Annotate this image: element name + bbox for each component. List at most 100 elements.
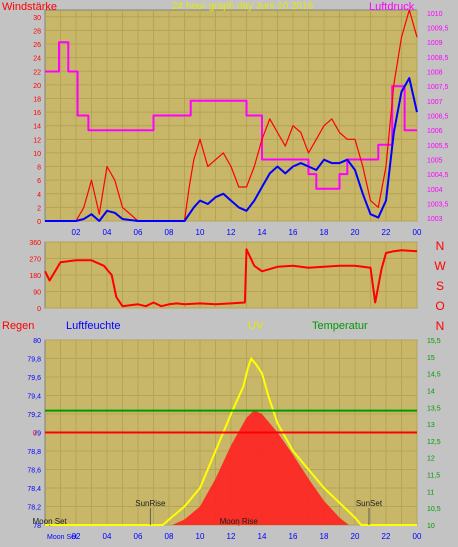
- radiation-area: [45, 410, 417, 525]
- sunrise-label: SunRise: [135, 499, 166, 508]
- temperature-tick-label: 14,5: [427, 372, 441, 379]
- compass-letter-label: N: [436, 319, 445, 333]
- humidity-tick-label: 78,2: [27, 505, 41, 512]
- direction-tick-label: 90: [33, 290, 41, 297]
- wind-tick-label: 20: [33, 83, 41, 90]
- pressure-tick-label: 1005: [427, 157, 443, 164]
- pressure-tick-label: 1008: [427, 70, 443, 77]
- moonrise-label: Moon Rise: [220, 517, 259, 526]
- wind-x-tick-label: 00: [413, 228, 422, 237]
- wind-x-tick-label: 02: [72, 228, 81, 237]
- direction-tick-label: 270: [29, 257, 41, 264]
- rain-tick-label: 0: [33, 431, 37, 438]
- humidity-tick-label: 79: [33, 431, 41, 438]
- weather-x-tick-label: 00: [413, 532, 422, 541]
- pressure-tick-label: 1006,5: [427, 114, 449, 121]
- temperature-tick-label: 10,5: [427, 506, 441, 513]
- humidity-tick-label: 79,6: [27, 375, 41, 382]
- humidity-label: Luftfeuchte: [66, 320, 121, 332]
- humidity-tick-label: 78: [33, 523, 41, 530]
- wind-x-tick-label: 22: [382, 228, 391, 237]
- wind-x-tick-label: 18: [320, 228, 329, 237]
- direction-tick-label: 180: [29, 273, 41, 280]
- pressure-tick-label: 1007: [427, 99, 443, 106]
- wind-x-tick-label: 06: [134, 228, 143, 237]
- pressure-tick-label: 1009: [427, 40, 443, 47]
- wind-x-tick-label: 04: [103, 228, 112, 237]
- temperature-label: Temperatur: [312, 320, 368, 332]
- pressure-tick-label: 1008,5: [427, 55, 449, 62]
- wind-tick-label: 28: [33, 28, 41, 35]
- wind-tick-label: 30: [33, 15, 41, 22]
- wind-tick-label: 24: [33, 56, 41, 63]
- direction-series-line: [44, 248, 418, 308]
- humidity-tick-label: 80: [33, 338, 41, 345]
- wind-tick-label: 16: [33, 110, 41, 117]
- pressure-tick-label: 1003: [427, 216, 443, 223]
- humidity-tick-label: 78,6: [27, 468, 41, 475]
- gust-series-line: [45, 9, 418, 222]
- humidity-tick-label: 78,4: [27, 486, 41, 493]
- temperature-tick-label: 12,5: [427, 439, 441, 446]
- temperature-tick-label: 11: [427, 489, 434, 496]
- chart-title: 24 hour graph day Juni 10 2016: [172, 1, 314, 12]
- weather-x-tick-label: 12: [227, 532, 236, 541]
- pressure-tick-label: 1003,5: [427, 201, 449, 208]
- pressure-tick-label: 1009,5: [427, 26, 449, 33]
- temperature-tick-label: 15: [427, 355, 435, 362]
- direction-tick-label: 360: [29, 240, 41, 247]
- moonset-label: Moon Set: [33, 517, 68, 526]
- temperature-tick-label: 12: [427, 456, 435, 463]
- humidity-tick-label: 78,8: [27, 449, 41, 456]
- wind-tick-label: 18: [33, 96, 41, 103]
- temperature-tick-label: 14: [427, 388, 435, 395]
- temperature-tick-label: 13,5: [427, 405, 441, 412]
- weather-x-tick-label: 22: [382, 532, 391, 541]
- direction-tick-label: 0: [37, 306, 41, 313]
- weather-x-tick-label: 04: [103, 532, 112, 541]
- weather-x-tick-label: 10: [196, 532, 205, 541]
- wind-tick-label: 2: [37, 205, 41, 212]
- wind-axis-title: Windstärke: [2, 1, 58, 13]
- wind-series-line: [45, 77, 418, 222]
- rain-label: Regen: [2, 320, 35, 332]
- wind-tick-label: 26: [33, 42, 41, 49]
- wind-tick-label: 8: [37, 165, 41, 172]
- moonset-x-label: Moon Set: [47, 534, 77, 541]
- pressure-axis-title: Luftdruck: [369, 1, 415, 13]
- pressure-tick-label: 1005,5: [427, 143, 449, 150]
- compass-letter-label: W: [434, 259, 446, 273]
- wind-tick-label: 0: [37, 219, 41, 226]
- wind-x-tick-label: 14: [258, 228, 267, 237]
- wind-x-tick-label: 20: [351, 228, 360, 237]
- compass-letter-label: S: [436, 279, 444, 293]
- temperature-tick-label: 10: [427, 523, 435, 530]
- weather-x-tick-label: 18: [320, 532, 329, 541]
- wind-tick-label: 14: [33, 124, 41, 131]
- uv-label: UV: [248, 320, 264, 332]
- wind-tick-label: 10: [33, 151, 41, 158]
- weather-x-tick-label: 14: [258, 532, 267, 541]
- compass-letter-label: N: [436, 239, 445, 253]
- uv-series-line: [45, 357, 417, 526]
- wind-x-tick-label: 08: [165, 228, 174, 237]
- weather-x-tick-label: 06: [134, 532, 143, 541]
- pressure-tick-label: 1004: [427, 187, 443, 194]
- compass-letter-label: O: [435, 299, 444, 313]
- temperature-tick-label: 11,5: [427, 473, 440, 480]
- pressure-tick-label: 1004,5: [427, 172, 449, 179]
- humidity-tick-label: 79,4: [27, 394, 41, 401]
- pressure-series-line: [45, 41, 417, 190]
- sunset-label: SunSet: [356, 499, 383, 508]
- wind-x-tick-label: 16: [289, 228, 298, 237]
- wind-x-tick-label: 12: [227, 228, 236, 237]
- wind-tick-label: 22: [33, 69, 41, 76]
- weather-x-tick-label: 16: [289, 532, 298, 541]
- wind-tick-label: 12: [33, 137, 41, 144]
- humidity-tick-label: 79,2: [27, 412, 41, 419]
- wind-tick-label: 6: [37, 178, 41, 185]
- weather-x-tick-label: 02: [72, 532, 81, 541]
- wind-x-tick-label: 10: [196, 228, 205, 237]
